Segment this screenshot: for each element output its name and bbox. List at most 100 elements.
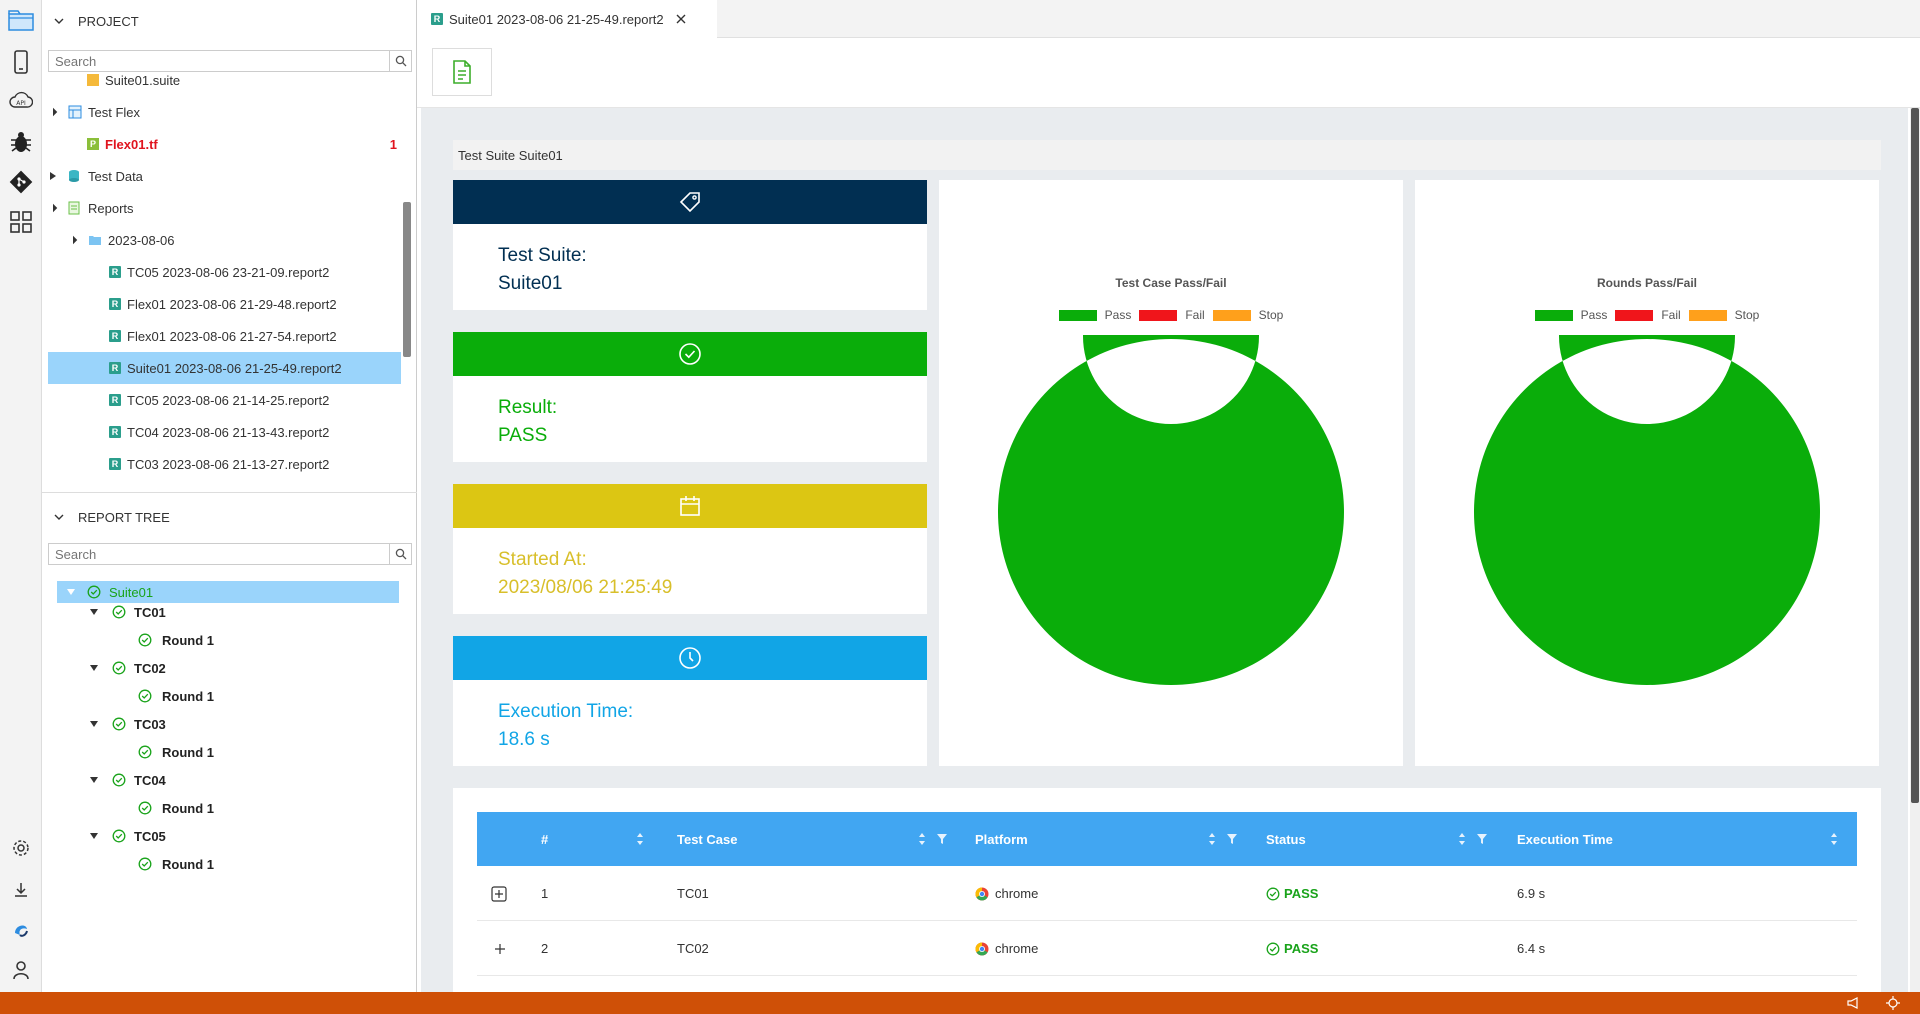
feedback-icon[interactable] [1846,996,1860,1010]
report-tree-root[interactable]: Suite01 [57,581,399,603]
chart-rounds-pass-fail: Rounds Pass/Fail Pass Fail Stop [1415,180,1879,766]
report-tree-case[interactable]: TC01 [90,601,166,623]
legend-item[interactable]: Pass [1058,308,1131,322]
report-file-icon: R [109,458,121,470]
legend-swatch [1058,309,1097,321]
tree-item-test-data[interactable]: Test Data [50,160,143,192]
grid-icon[interactable] [9,210,33,234]
tab-report[interactable]: R Suite01 2023-08-06 21-25-49.report2 [417,0,717,38]
report-file-icon: R [431,13,443,25]
column-header-status[interactable]: Status [1266,831,1306,847]
tree-item-report-selected[interactable]: R Suite01 2023-08-06 21-25-49.report2 [48,352,401,384]
chevron-down-icon [54,514,64,520]
column-header-execution-time[interactable]: Execution Time [1517,831,1613,847]
tree-item-flex01[interactable]: P Flex01.tf 1 [87,128,404,160]
report-tree-title: REPORT TREE [78,509,170,525]
tree-item-date-folder[interactable]: 2023-08-06 [68,224,175,256]
toolbar [417,38,1920,108]
sort-icon[interactable] [1208,832,1216,846]
reports-folder-icon [68,201,80,215]
report-tree-round[interactable]: Round 1 [138,797,214,819]
sort-icon[interactable] [1830,832,1838,846]
pass-check-icon [112,717,126,731]
tree-item-test-flex[interactable]: Test Flex [48,96,140,128]
cell-number: 1 [541,886,549,901]
sort-icon[interactable] [918,832,926,846]
filter-icon[interactable] [1476,833,1488,845]
expanded-arrow-icon[interactable] [68,235,78,245]
report-tree-search-input[interactable] [49,544,389,564]
report-tree-case[interactable]: TC02 [90,657,166,679]
expanded-arrow-icon[interactable] [90,609,98,615]
pass-check-icon [138,857,152,871]
tree-item-report[interactable]: R TC03 2023-08-06 21-13-27.report2 [109,448,329,474]
project-search-input[interactable] [49,51,389,71]
logo-icon[interactable] [9,918,33,942]
report-tree-case[interactable]: TC05 [90,825,166,847]
project-header[interactable]: PROJECT [42,0,416,42]
sort-icon[interactable] [1458,832,1466,846]
tree-item-report[interactable]: R TC05 2023-08-06 21-14-25.report2 [109,384,329,416]
legend-item[interactable]: Stop [1212,308,1284,322]
tree-item-suite01-suite[interactable]: Suite01.suite [87,74,180,96]
notification-icon[interactable] [1886,996,1900,1010]
settings-icon[interactable] [9,836,33,860]
column-header-test-case[interactable]: Test Case [677,831,738,847]
legend-item[interactable]: Pass [1534,308,1607,322]
tree-item-report[interactable]: R Flex01 2023-08-06 21-27-54.report2 [109,320,337,352]
expanded-arrow-icon[interactable] [90,665,98,671]
report-tree-round[interactable]: Round 1 [138,741,214,763]
report-tree-header[interactable]: REPORT TREE [42,496,417,538]
report-tree-case[interactable]: TC04 [90,769,166,791]
main-scrollbar[interactable] [1910,108,1920,992]
document-icon [453,60,471,84]
donut-slice-pass[interactable] [997,335,1344,685]
user-icon[interactable] [9,958,33,982]
pass-check-icon [112,661,126,675]
bug-icon[interactable] [9,130,33,154]
search-icon[interactable] [389,544,411,564]
mobile-icon[interactable] [9,50,33,74]
tree-item-report[interactable]: R TC05 2023-08-06 23-21-09.report2 [109,256,329,288]
expanded-arrow-icon[interactable] [90,777,98,783]
expanded-arrow-icon[interactable] [67,589,75,595]
api-icon[interactable]: API [9,90,33,114]
report-file-icon: R [109,266,121,278]
expanded-arrow-icon[interactable] [90,721,98,727]
download-icon[interactable] [9,878,33,902]
expanded-arrow-icon[interactable] [48,203,58,213]
tree-item-report[interactable]: R TC04 2023-08-06 21-13-43.report2 [109,416,329,448]
donut-slice-pass[interactable] [1473,335,1820,685]
report-tree-case[interactable]: TC03 [90,713,166,735]
expand-row-button[interactable] [491,866,507,921]
table-row[interactable]: 1 TC01 chrome PASS 6.9 s [477,866,1857,921]
tree-item-reports[interactable]: Reports [48,192,134,224]
filter-icon[interactable] [1226,833,1238,845]
legend-label: Stop [1258,308,1284,322]
report-tree-round[interactable]: Round 1 [138,685,214,707]
column-header-platform[interactable]: Platform [975,831,1028,847]
legend-item[interactable]: Fail [1615,308,1681,322]
filter-icon[interactable] [936,833,948,845]
scrollbar-thumb[interactable] [1911,108,1919,803]
sort-icon[interactable] [636,832,644,846]
expand-row-button[interactable] [495,921,505,976]
column-header-number[interactable]: # [541,831,549,847]
export-report-button[interactable] [432,48,492,96]
expanded-arrow-icon[interactable] [48,107,58,117]
tab-bar: R Suite01 2023-08-06 21-25-49.report2 [417,0,1920,38]
search-icon[interactable] [389,51,411,71]
report-file-icon: R [109,330,121,342]
report-tree-round[interactable]: Round 1 [138,629,214,651]
collapsed-arrow-icon[interactable] [50,172,56,180]
expanded-arrow-icon[interactable] [90,833,98,839]
close-icon[interactable] [676,14,686,24]
legend-item[interactable]: Stop [1688,308,1759,322]
explorer-icon[interactable] [6,8,36,32]
table-row[interactable]: 2 TC02 chrome PASS 6.4 s [477,921,1857,976]
tree-item-report[interactable]: R Flex01 2023-08-06 21-29-48.report2 [109,288,337,320]
git-icon[interactable] [9,170,33,194]
report-tree-round[interactable]: Round 1 [138,853,214,875]
project-scrollbar[interactable] [403,202,411,357]
legend-item[interactable]: Fail [1139,308,1205,322]
